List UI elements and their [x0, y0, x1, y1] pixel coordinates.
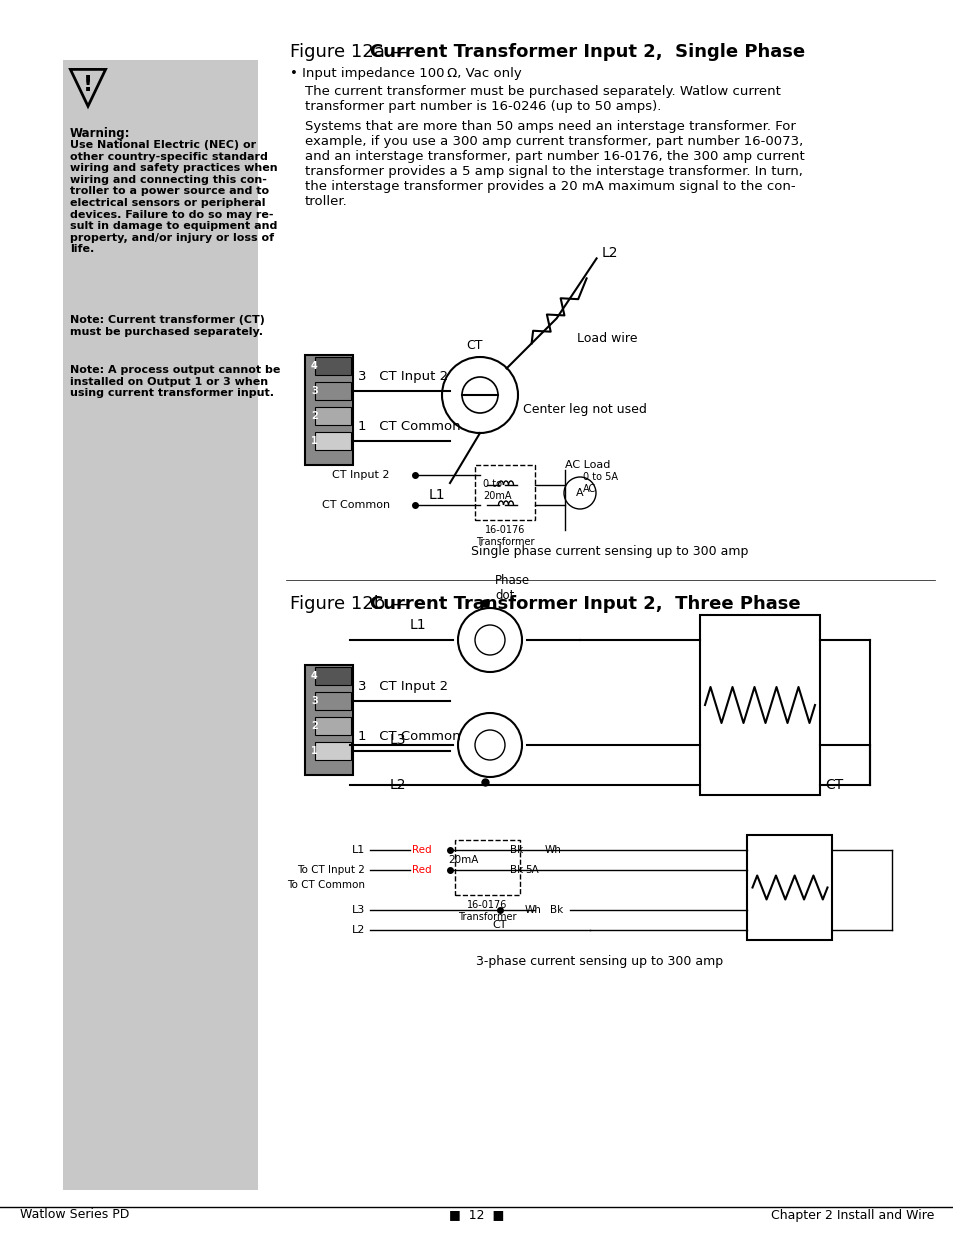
Text: Systems that are more than 50 amps need an interstage transformer. For
example, : Systems that are more than 50 amps need … — [305, 120, 804, 207]
Text: L3: L3 — [352, 905, 365, 915]
Text: Red: Red — [412, 845, 431, 855]
Text: L2: L2 — [601, 247, 618, 261]
Text: 0 to
20mA: 0 to 20mA — [482, 479, 511, 501]
Text: 1: 1 — [311, 436, 317, 446]
FancyBboxPatch shape — [314, 357, 351, 375]
Text: To CT Input 2: To CT Input 2 — [296, 864, 365, 876]
Text: To CT Common: To CT Common — [287, 881, 365, 890]
Text: L3: L3 — [390, 734, 406, 747]
Text: 16-0176
Transformer: 16-0176 Transformer — [476, 525, 534, 547]
Text: A: A — [576, 488, 583, 498]
Text: • Input impedance 100 Ω, Vac only: • Input impedance 100 Ω, Vac only — [290, 67, 521, 80]
FancyBboxPatch shape — [314, 742, 351, 760]
Text: L1: L1 — [428, 488, 444, 501]
Text: CT Input 2: CT Input 2 — [333, 471, 390, 480]
Text: CT: CT — [493, 920, 507, 930]
Text: Bk: Bk — [510, 845, 522, 855]
Text: 1   CT Common: 1 CT Common — [357, 730, 460, 743]
Text: 4: 4 — [311, 361, 317, 370]
Text: L1: L1 — [352, 845, 365, 855]
FancyBboxPatch shape — [314, 432, 351, 450]
Text: CT: CT — [466, 338, 483, 352]
Text: L2: L2 — [390, 778, 406, 792]
Text: 1: 1 — [311, 746, 317, 756]
Text: Phase
dot: Phase dot — [495, 574, 530, 601]
Text: Wh: Wh — [524, 905, 541, 915]
FancyBboxPatch shape — [314, 667, 351, 685]
Text: !: ! — [83, 75, 93, 95]
Text: 20mA: 20mA — [448, 855, 477, 864]
Text: 3-phase current sensing up to 300 amp: 3-phase current sensing up to 300 amp — [476, 955, 722, 968]
Text: 3   CT Input 2: 3 CT Input 2 — [357, 370, 448, 383]
Text: 3: 3 — [311, 697, 317, 706]
Text: 4: 4 — [311, 671, 317, 680]
Text: Current Transformer Input 2,  Three Phase: Current Transformer Input 2, Three Phase — [370, 595, 800, 613]
Text: 5A: 5A — [524, 864, 538, 876]
Text: Single phase current sensing up to 300 amp: Single phase current sensing up to 300 a… — [471, 545, 748, 558]
FancyBboxPatch shape — [314, 382, 351, 400]
FancyBboxPatch shape — [305, 354, 353, 466]
Text: Center leg not used: Center leg not used — [522, 404, 646, 416]
Text: AC Load: AC Load — [564, 459, 610, 471]
Text: Note: A process output cannot be
installed on Output 1 or 3 when
using current t: Note: A process output cannot be install… — [70, 366, 280, 398]
Text: Note: Current transformer (CT)
must be purchased separately.: Note: Current transformer (CT) must be p… — [70, 315, 265, 337]
Text: Chapter 2 Install and Wire: Chapter 2 Install and Wire — [770, 1209, 933, 1221]
Text: ■  12  ■: ■ 12 ■ — [449, 1209, 504, 1221]
FancyBboxPatch shape — [63, 61, 257, 1191]
Text: CT: CT — [824, 778, 842, 792]
FancyBboxPatch shape — [747, 835, 832, 940]
Text: Bk: Bk — [550, 905, 562, 915]
FancyBboxPatch shape — [305, 664, 353, 776]
Text: Wh: Wh — [544, 845, 561, 855]
FancyBboxPatch shape — [314, 718, 351, 735]
FancyBboxPatch shape — [700, 615, 820, 795]
Text: Figure 12a —: Figure 12a — — [290, 43, 414, 61]
Text: 3: 3 — [311, 387, 317, 396]
Text: L2: L2 — [352, 925, 365, 935]
Text: L1: L1 — [410, 618, 426, 632]
Text: Warning:: Warning: — [70, 127, 131, 140]
Text: 0 to 5A
AC: 0 to 5A AC — [582, 472, 618, 494]
FancyBboxPatch shape — [314, 692, 351, 710]
Text: Red: Red — [412, 864, 431, 876]
Text: Use National Electric (NEC) or
other country-specific standard
wiring and safety: Use National Electric (NEC) or other cou… — [70, 140, 277, 254]
FancyBboxPatch shape — [314, 408, 351, 425]
Text: 1   CT Common: 1 CT Common — [357, 420, 460, 433]
Text: 2: 2 — [311, 411, 317, 421]
Text: The current transformer must be purchased separately. Watlow current
transformer: The current transformer must be purchase… — [305, 85, 781, 112]
Text: Figure 12b —: Figure 12b — — [290, 595, 415, 613]
Text: 2: 2 — [311, 721, 317, 731]
Text: Current Transformer Input 2,  Single Phase: Current Transformer Input 2, Single Phas… — [370, 43, 804, 61]
Text: Load wire: Load wire — [576, 332, 637, 345]
Text: 16-0176
Transformer: 16-0176 Transformer — [457, 900, 516, 921]
Text: 3   CT Input 2: 3 CT Input 2 — [357, 680, 448, 693]
Text: Bk: Bk — [510, 864, 522, 876]
Text: Watlow Series PD: Watlow Series PD — [20, 1209, 130, 1221]
Text: CT Common: CT Common — [321, 500, 390, 510]
